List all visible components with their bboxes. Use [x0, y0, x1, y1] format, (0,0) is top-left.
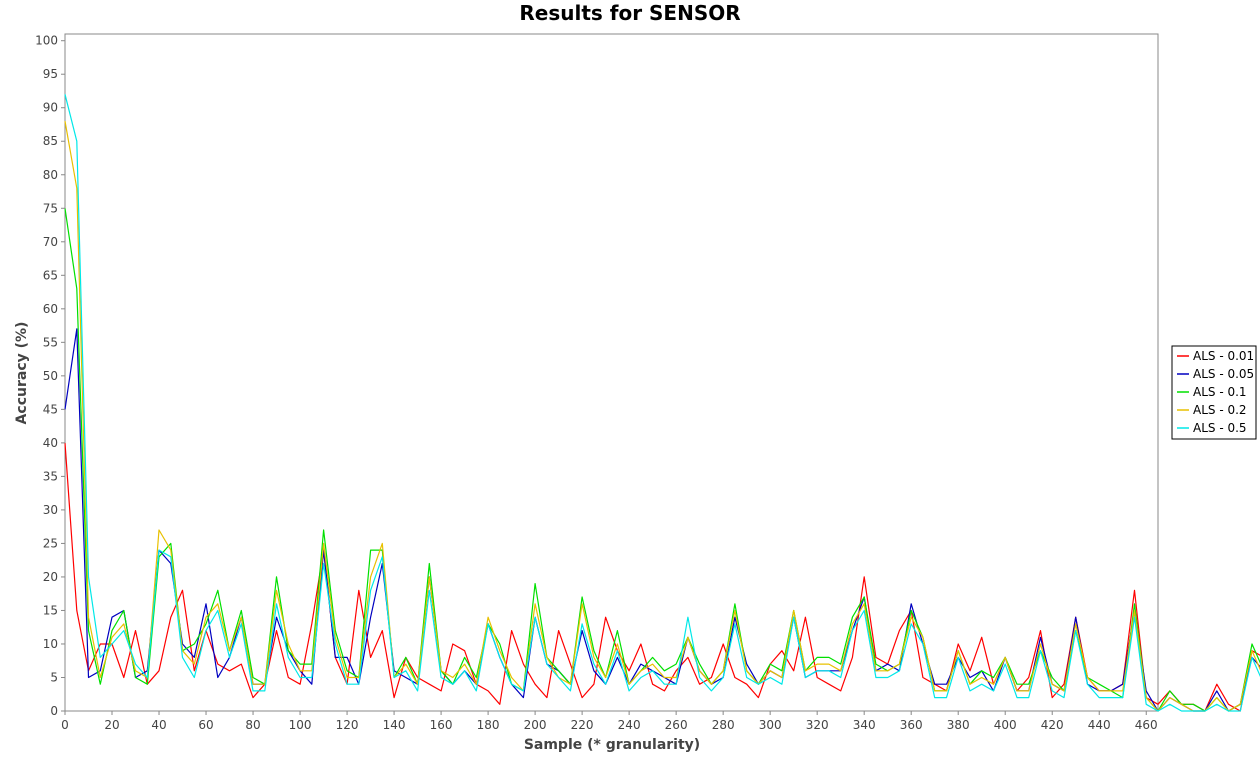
y-axis: 0 5 10 15 20 25 30 35 40 45 50 55 60 65 70 75 80 85 90 95 10… — [35, 34, 65, 718]
x-tick-label: 280 — [712, 718, 735, 732]
x-tick-label: 440 — [1088, 718, 1111, 732]
y-tick-label: 10 — [43, 637, 58, 651]
x-tick-label: 400 — [994, 718, 1017, 732]
legend-entry: ALS - 0.5 — [1193, 421, 1247, 435]
x-tick-label: 220 — [571, 718, 594, 732]
x-tick-label: 20 — [104, 718, 119, 732]
y-tick-label: 30 — [43, 503, 58, 517]
y-tick-label: 15 — [43, 603, 58, 617]
x-tick-label: 0 — [61, 718, 69, 732]
x-tick-label: 320 — [806, 718, 829, 732]
y-tick-label: 50 — [43, 369, 58, 383]
x-axis-label: Sample (* granularity) — [524, 737, 700, 753]
y-tick-label: 65 — [43, 268, 58, 282]
y-tick-label: 35 — [43, 469, 58, 483]
series-layer — [64, 94, 1260, 712]
x-tick-label: 80 — [245, 718, 260, 732]
y-tick-label: 5 — [50, 670, 58, 684]
x-tick-label: 360 — [900, 718, 923, 732]
series-line-5 — [64, 94, 1260, 712]
plot-area — [64, 33, 1159, 712]
y-tick-label: 85 — [43, 134, 58, 148]
legend-entry: ALS - 0.01 — [1193, 349, 1254, 363]
x-tick-label: 420 — [1041, 718, 1064, 732]
x-tick-label: 180 — [477, 718, 500, 732]
chart-title: Results for SENSOR — [519, 1, 740, 25]
legend-entry: ALS - 0.1 — [1193, 385, 1247, 399]
x-tick-label: 460 — [1135, 718, 1158, 732]
y-tick-label: 0 — [50, 704, 58, 718]
x-tick-label: 120 — [336, 718, 359, 732]
legend: ALS - 0.01 ALS - 0.05 ALS - 0.1 ALS - 0.2 AL… — [1171, 345, 1257, 440]
x-tick-label: 100 — [289, 718, 312, 732]
x-tick-label: 300 — [759, 718, 782, 732]
x-tick-label: 60 — [198, 718, 213, 732]
x-tick-label: 260 — [665, 718, 688, 732]
x-tick-label: 240 — [618, 718, 641, 732]
y-tick-label: 90 — [43, 101, 58, 115]
y-tick-label: 25 — [43, 536, 58, 550]
y-tick-label: 20 — [43, 570, 58, 584]
x-tick-label: 140 — [383, 718, 406, 732]
x-tick-label: 380 — [947, 718, 970, 732]
series-line-4 — [64, 120, 1260, 712]
legend-entry: ALS - 0.05 — [1193, 367, 1254, 381]
y-tick-label: 70 — [43, 235, 58, 249]
x-tick-label: 200 — [524, 718, 547, 732]
y-tick-label: 75 — [43, 201, 58, 215]
y-axis-label: Accuracy (%) — [14, 322, 30, 425]
y-tick-label: 100 — [35, 34, 58, 48]
x-tick-label: 40 — [151, 718, 166, 732]
x-axis: 0 20 40 60 80 100 120 140 160 180 200 220 240 260 280 3… — [61, 711, 1158, 732]
y-tick-label: 60 — [43, 302, 58, 316]
x-tick-label: 160 — [430, 718, 453, 732]
legend-entry: ALS - 0.2 — [1193, 403, 1247, 417]
y-tick-label: 55 — [43, 335, 58, 349]
y-tick-label: 95 — [43, 67, 58, 81]
y-tick-label: 45 — [43, 402, 58, 416]
x-tick-label: 340 — [853, 718, 876, 732]
y-tick-label: 80 — [43, 168, 58, 182]
y-tick-label: 40 — [43, 436, 58, 450]
